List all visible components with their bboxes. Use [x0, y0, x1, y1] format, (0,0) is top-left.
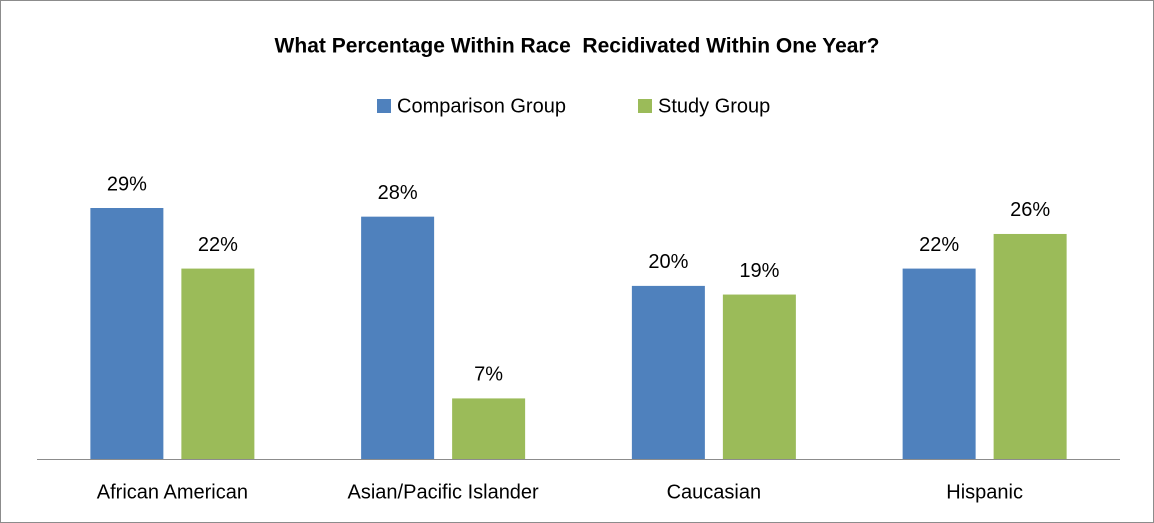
chart-title: What Percentage Within Race Recidivated …	[275, 35, 880, 58]
bar	[902, 268, 976, 459]
data-label: 29%	[107, 173, 147, 195]
x-tick-label: African American	[97, 481, 248, 503]
data-label: 19%	[739, 260, 779, 282]
data-label: 22%	[198, 234, 238, 256]
bar	[90, 208, 164, 459]
bar	[722, 294, 796, 459]
data-label: 20%	[648, 251, 688, 273]
bar	[361, 216, 435, 459]
bar	[993, 233, 1067, 459]
x-tick-label: Hispanic	[946, 481, 1023, 503]
legend-swatch	[377, 99, 391, 113]
x-tick-label: Asian/Pacific Islander	[348, 481, 540, 503]
data-label: 26%	[1010, 199, 1050, 221]
bar	[631, 285, 705, 459]
bar	[452, 398, 526, 459]
legend-swatch	[638, 99, 652, 113]
data-label: 7%	[474, 364, 503, 386]
data-label: 28%	[378, 182, 418, 204]
data-label: 22%	[919, 234, 959, 256]
legend-label: Comparison Group	[397, 95, 566, 117]
x-tick-label: Caucasian	[667, 481, 762, 503]
legend-label: Study Group	[658, 95, 770, 117]
bar	[181, 268, 255, 459]
